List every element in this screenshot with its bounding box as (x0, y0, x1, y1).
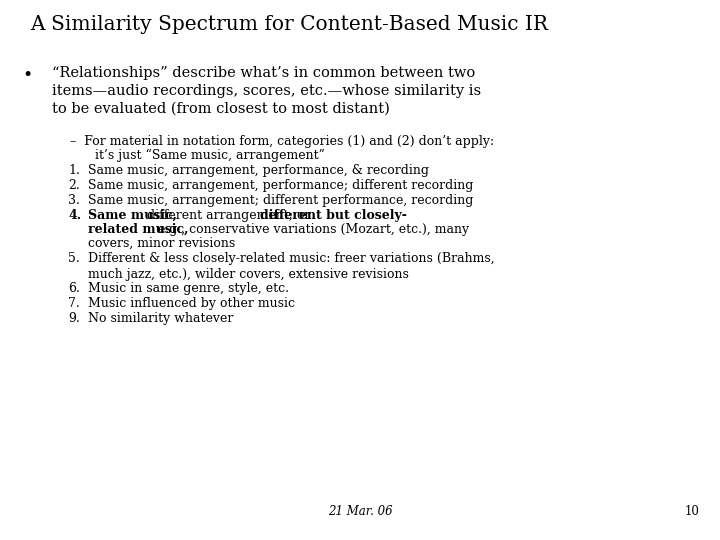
Text: Same music, arrangement; different performance, recording: Same music, arrangement; different perfo… (88, 194, 473, 207)
Text: 5.: 5. (68, 252, 80, 265)
Text: related music,: related music, (88, 223, 189, 236)
Text: 6.: 6. (68, 282, 80, 295)
Text: 4.: 4. (68, 209, 81, 222)
Text: different arrangement; or: different arrangement; or (143, 209, 315, 222)
Text: Same music, arrangement, performance, & recording: Same music, arrangement, performance, & … (88, 164, 429, 177)
Text: “Relationships” describe what’s in common between two
items—audio recordings, sc: “Relationships” describe what’s in commo… (52, 66, 481, 116)
Text: •: • (22, 67, 32, 84)
Text: 3.: 3. (68, 194, 80, 207)
Text: No similarity whatever: No similarity whatever (88, 312, 233, 325)
Text: Different & less closely-related music: freer variations (Brahms,
much jazz, etc: Different & less closely-related music: … (88, 252, 495, 281)
Text: Same music,: Same music, (88, 209, 177, 222)
Text: Music in same genre, style, etc.: Music in same genre, style, etc. (88, 282, 289, 295)
Text: 9.: 9. (68, 312, 80, 325)
Text: 2.: 2. (68, 179, 80, 192)
Text: 21 Mar. 06: 21 Mar. 06 (328, 505, 392, 518)
Text: Same music, arrangement, performance; different recording: Same music, arrangement, performance; di… (88, 179, 473, 192)
Text: different but closely-: different but closely- (260, 209, 407, 222)
Text: A Similarity Spectrum for Content-Based Music IR: A Similarity Spectrum for Content-Based … (30, 15, 548, 34)
Text: 7.: 7. (68, 297, 80, 310)
Text: e.g., conservative variations (Mozart, etc.), many: e.g., conservative variations (Mozart, e… (154, 223, 469, 236)
Text: it’s just “Same music, arrangement”: it’s just “Same music, arrangement” (95, 149, 325, 162)
Text: Music influenced by other music: Music influenced by other music (88, 297, 295, 310)
Text: 10: 10 (685, 505, 700, 518)
Text: 1.: 1. (68, 164, 80, 177)
Text: –  For material in notation form, categories (1) and (2) don’t apply:: – For material in notation form, categor… (70, 135, 494, 148)
Text: covers, minor revisions: covers, minor revisions (88, 237, 235, 250)
